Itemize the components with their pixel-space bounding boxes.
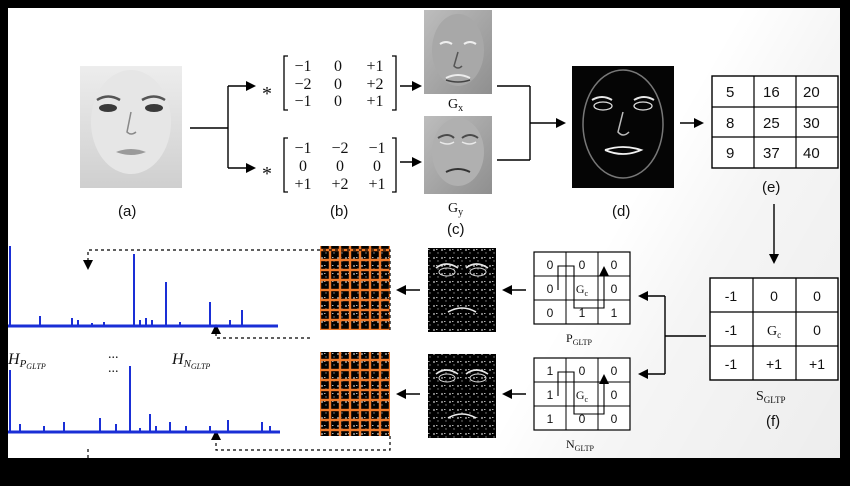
- e-r2c1: 37: [763, 145, 780, 162]
- n-gltp-title: NGLTP: [566, 437, 594, 453]
- kx-r1c0: −2: [294, 76, 311, 93]
- f-r2c1: +1: [766, 356, 782, 372]
- p-r0c0: 0: [547, 258, 554, 272]
- s-gltp-title: SGLTP: [756, 389, 785, 405]
- p-gltp-title: PGLTP: [566, 331, 593, 347]
- gradient-image-gx: [424, 10, 492, 94]
- f-r0c1: 0: [770, 288, 778, 304]
- f-r1c0: -1: [725, 322, 738, 338]
- gradient-image-gy: [424, 116, 492, 194]
- ky-r1c0: 0: [299, 158, 307, 175]
- gx-label: Gx: [448, 97, 463, 114]
- f-r1c1-center: Gc: [767, 324, 781, 340]
- kx-r0c0: −1: [294, 58, 311, 75]
- p-r1c1-center: Gc: [576, 282, 589, 298]
- e-r0c2: 20: [803, 84, 820, 101]
- n-r0c2: 0: [611, 364, 618, 378]
- label-c: (c): [447, 221, 465, 238]
- label-d: (d): [612, 203, 630, 220]
- kx-r0c2: +1: [366, 58, 383, 75]
- ky-r2c1: +2: [331, 176, 348, 193]
- n-r0c1: 0: [579, 364, 586, 378]
- n-coded-image: [428, 354, 496, 438]
- s-gltp-grid-f: -1 0 0 -1 Gc 0 -1 +1 +1: [709, 277, 839, 381]
- p-gltp-grid: 0 0 0 0 Gc 0 0 1 1: [533, 251, 631, 325]
- e-r1c0: 8: [726, 115, 734, 132]
- arrows-f-to-p-n: [638, 291, 706, 379]
- kernel-x-matrix: −1 0 +1 −2 0 +2 −1 0 +1: [283, 55, 397, 111]
- ky-r0c1: −2: [331, 140, 348, 157]
- p-r1c0: 0: [547, 282, 554, 296]
- arrows-face-to-kernels: [190, 81, 256, 173]
- ky-r1c2: 0: [373, 158, 381, 175]
- ky-r0c0: −1: [294, 140, 311, 157]
- label-b: (b): [330, 203, 348, 220]
- n-r1c1-center: Gc: [576, 388, 589, 404]
- hp-gltp-label: HPGLTP: [7, 351, 46, 371]
- ky-r2c2: +1: [368, 176, 385, 193]
- conv-operator-x: *: [262, 83, 272, 105]
- dashed-connectors: [83, 249, 391, 458]
- e-r1c1: 25: [763, 115, 780, 132]
- p-gridded-image: [320, 246, 390, 330]
- kx-r2c0: −1: [294, 93, 311, 110]
- kx-r1c1: 0: [334, 76, 342, 93]
- p-r1c2: 0: [611, 282, 618, 296]
- ky-r0c2: −1: [368, 140, 385, 157]
- arrows-kernels-to-gradients: [400, 81, 422, 167]
- n-r2c0: 1: [547, 412, 554, 426]
- kx-r2c1: 0: [334, 93, 342, 110]
- face-image-a: [80, 66, 182, 188]
- hist-dots-2: ...: [108, 361, 119, 376]
- magnitude-grid-e: 5 16 20 8 25 30 9 37 40: [711, 75, 839, 169]
- gy-label: Gy: [448, 201, 463, 218]
- n-gridded-image: [320, 352, 390, 436]
- ky-r1c1: 0: [336, 158, 344, 175]
- p-r2c2: 1: [611, 306, 618, 320]
- f-r0c0: -1: [725, 288, 738, 304]
- e-r2c0: 9: [726, 145, 734, 162]
- n-r2c1: 0: [579, 412, 586, 426]
- gradient-magnitude-image-d: [572, 66, 674, 188]
- n-r1c2: 0: [611, 388, 618, 402]
- label-e: (e): [762, 179, 780, 196]
- kernel-y-matrix: −1 −2 −1 0 0 0 +1 +2 +1: [283, 137, 397, 193]
- e-r0c0: 5: [726, 84, 734, 101]
- arrows-gradients-to-magnitude: [497, 85, 566, 161]
- label-a: (a): [118, 203, 136, 220]
- conv-operator-y: *: [262, 163, 272, 185]
- f-r1c2: 0: [813, 322, 821, 338]
- f-r2c0: -1: [725, 356, 738, 372]
- hn-gltp-label: HNGLTP: [171, 351, 210, 371]
- n-gltp-grid: 1 0 0 1 Gc 0 1 0 0: [533, 357, 631, 431]
- kx-r2c2: +1: [366, 93, 383, 110]
- n-r2c2: 0: [611, 412, 618, 426]
- kx-r1c2: +2: [366, 76, 383, 93]
- n-r1c0: 1: [547, 388, 554, 402]
- f-r2c2: +1: [809, 356, 825, 372]
- hist-dots-1: ...: [108, 347, 119, 362]
- label-f: (f): [766, 413, 780, 430]
- histogram-n-gltp: [8, 366, 280, 434]
- ky-r2c0: +1: [294, 176, 311, 193]
- e-r0c1: 16: [763, 84, 780, 101]
- f-r0c2: 0: [813, 288, 821, 304]
- p-r2c1: 1: [579, 306, 586, 320]
- n-r0c0: 1: [547, 364, 554, 378]
- e-r1c2: 30: [803, 115, 820, 132]
- histogram-p-gltp: [8, 246, 278, 328]
- p-r2c0: 0: [547, 306, 554, 320]
- e-r2c2: 40: [803, 145, 820, 162]
- p-coded-image: [428, 248, 496, 332]
- p-r0c2: 0: [611, 258, 618, 272]
- p-r0c1: 0: [579, 258, 586, 272]
- kx-r0c1: 0: [334, 58, 342, 75]
